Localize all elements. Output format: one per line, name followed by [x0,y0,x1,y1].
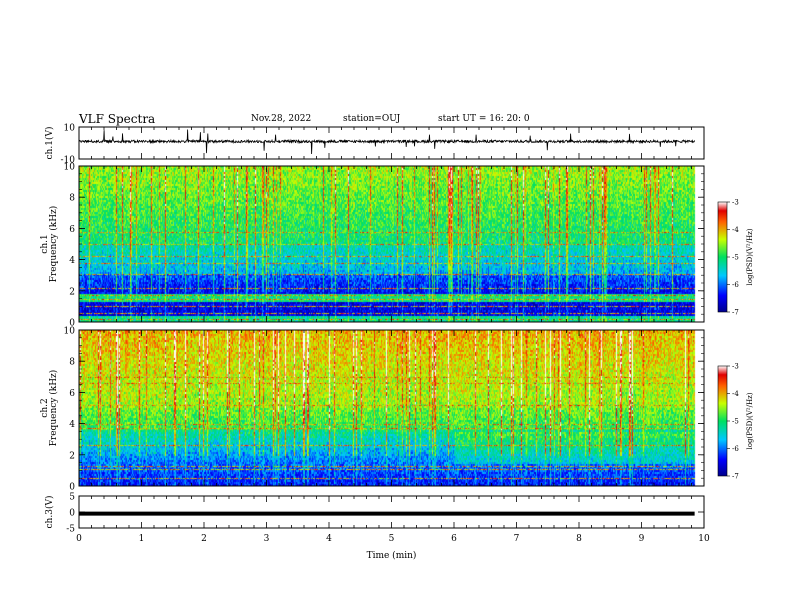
y-tick-label: 0 [69,319,75,329]
y-tick-label: 8 [69,194,75,204]
y-axis-label: ch.2 [40,398,50,417]
ch1-waveform-line [78,129,695,155]
colorbar-label: log(PSD)(V²/Hz) [746,228,754,285]
colorbar-tick-label: -3 [732,199,739,207]
station-label: station=OUJ [343,114,401,124]
colorbar-ch2 [717,365,728,477]
y-axis-label: Frequency (kHz) [48,206,59,283]
y-tick-label: 0 [69,509,75,519]
y-tick-label: 6 [69,389,75,399]
y-axis-label: ch.3(V) [44,496,55,529]
colorbar-tick-label: -4 [732,226,739,234]
colorbar-tick-label: -6 [732,281,739,289]
y-tick-label: 10 [64,163,76,173]
x-tick-label: 4 [326,534,332,544]
x-tick-label: 8 [576,534,582,544]
x-tick-label: 2 [201,534,207,544]
y-tick-label: -5 [66,525,75,535]
chart-title: VLF Spectra [79,112,156,126]
colorbar-tick-label: -5 [732,418,739,426]
y-tick-label: 6 [69,225,75,235]
y-axis-label: Frequency (kHz) [48,370,59,447]
x-axis-label: Time (min) [367,550,417,561]
x-tick-label: 5 [389,534,395,544]
y-axis-label: ch.1(V) [44,127,55,160]
y-tick-label: -10 [61,156,76,166]
start-time-label: start UT = 16: 20: 0 [438,114,530,124]
x-tick-label: 3 [264,534,270,544]
x-tick-label: 7 [514,534,520,544]
colorbar-tick-label: -4 [732,390,739,398]
spectrogram-ch2 [79,330,704,486]
colorbar-tick-label: -5 [732,254,739,262]
y-tick-label: 8 [69,358,75,368]
x-tick-label: 1 [139,534,145,544]
y-tick-label: 0 [69,483,75,493]
date-label: Nov.28, 2022 [251,114,312,124]
y-tick-label: 4 [69,256,75,266]
y-tick-label: 10 [64,124,76,134]
x-tick-label: 10 [698,534,710,544]
y-tick-label: 2 [69,451,75,461]
x-tick-label: 6 [451,534,457,544]
colorbar-label: log(PSD)(V²/Hz) [746,392,754,449]
colorbar-tick-label: -3 [732,363,739,371]
y-tick-label: 10 [64,327,76,337]
y-tick-label: 5 [69,493,75,503]
y-tick-label: 2 [69,287,75,297]
spectrogram-ch1 [79,166,704,322]
colorbar-ch1 [717,201,728,313]
colorbar-tick-label: -7 [732,309,739,317]
x-tick-label: 9 [639,534,645,544]
y-tick-label: 4 [69,420,75,430]
colorbar-tick-label: -6 [732,445,739,453]
y-axis-label: ch.1 [40,234,50,253]
colorbar-tick-label: -7 [732,473,739,481]
x-tick-label: 0 [76,534,82,544]
